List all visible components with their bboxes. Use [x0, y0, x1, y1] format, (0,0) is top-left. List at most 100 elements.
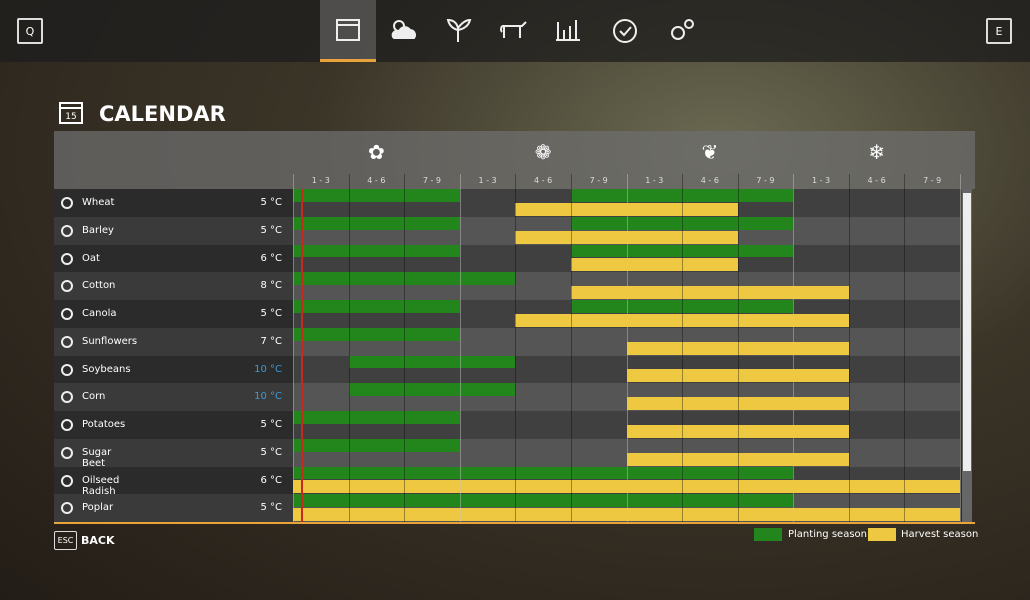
period-label: 4 - 6: [534, 176, 553, 185]
harvest-bar: [626, 341, 849, 355]
planting-bar: [570, 244, 794, 258]
harvest-bar: [570, 286, 849, 299]
planting-bar: [570, 216, 794, 230]
crop-icon: [61, 280, 73, 293]
crop-name: Corn: [82, 391, 106, 403]
planting-bar: [348, 355, 516, 369]
planting-bar: [293, 411, 460, 424]
crop-icon: [61, 419, 73, 431]
crop-row: [54, 466, 293, 495]
crop-temp: 10 °C: [254, 363, 282, 375]
planting-bar: [293, 216, 460, 230]
page-title: CALENDAR: [99, 102, 226, 126]
period-label: 7 - 9: [422, 176, 442, 185]
crop-icon: [61, 446, 73, 459]
planting-bar: [293, 438, 460, 452]
planting-bar: [293, 327, 460, 341]
legend-label: Harvest season: [901, 529, 979, 540]
harvest-bar: [626, 424, 849, 438]
nav-right-key[interactable]: E: [986, 18, 1012, 44]
top-bar: [0, 0, 1030, 62]
planting-bar: [293, 272, 516, 286]
crop-name: Sugar Beet: [82, 446, 112, 469]
period-label: 1 - 3: [311, 176, 330, 185]
legend-swatch: [754, 528, 782, 541]
crop-name: Poplar: [82, 502, 114, 514]
svg-text:15: 15: [65, 112, 76, 122]
season-icon: ❦: [701, 140, 719, 164]
crop-icon: [61, 197, 73, 209]
planting-bar: [570, 300, 794, 313]
column-line: [348, 174, 350, 522]
crop-temp: 6 °C: [260, 252, 282, 264]
crop-icon: [61, 224, 73, 237]
crop-temp: 5 °C: [260, 502, 282, 514]
crop-icon: [61, 391, 73, 404]
column-line: [848, 174, 850, 522]
column-line: [515, 174, 517, 522]
table-underline: [54, 522, 975, 524]
crop-name: Barley: [82, 224, 114, 236]
crop-temp: 6 °C: [260, 474, 282, 486]
period-label: 7 - 9: [756, 176, 775, 185]
column-line: [293, 174, 294, 522]
season-icon: ❄: [868, 140, 885, 164]
season-icon: ❁: [534, 140, 552, 164]
period-label: 1 - 3: [645, 176, 664, 185]
crop-row: [54, 494, 293, 522]
crop-icon: [61, 335, 73, 348]
column-line: [960, 174, 961, 522]
nav-left-key[interactable]: Q: [17, 18, 43, 44]
crop-temp: 5 °C: [260, 446, 282, 458]
column-line: [793, 174, 795, 522]
period-label: 4 - 6: [867, 176, 886, 185]
crop-name: Canola: [82, 308, 117, 319]
crop-name: Soybeans: [82, 363, 131, 375]
back-label[interactable]: BACK: [81, 534, 115, 547]
crop-temp: 5 °C: [260, 197, 282, 208]
crop-icon: [61, 308, 73, 320]
planting-bar: [293, 244, 460, 258]
legend-label: Planting season: [788, 529, 867, 540]
crop-row: [54, 189, 293, 217]
crop-temp: 5 °C: [260, 419, 282, 430]
harvest-bar: [626, 369, 849, 383]
current-date-marker: [301, 189, 303, 522]
selected-tab[interactable]: [320, 0, 376, 62]
legend-swatch: [868, 528, 896, 541]
crop-name: Sunflowers: [82, 335, 138, 347]
planting-bar: [570, 189, 794, 202]
nav-icons: [336, 18, 694, 43]
crop-temp: 8 °C: [260, 280, 282, 292]
crop-temp: 7 °C: [260, 335, 282, 347]
column-line: [737, 174, 739, 522]
column-line: [904, 174, 906, 522]
crop-name: Wheat: [82, 197, 115, 208]
planting-bar: [293, 300, 460, 313]
crop-row: [54, 355, 293, 384]
season-icon: ✿: [367, 140, 385, 164]
crop-icon: [61, 252, 73, 265]
crop-temp: 5 °C: [260, 224, 282, 236]
harvest-bar: [515, 313, 849, 327]
crop-row: [54, 327, 293, 356]
crop-icon: [61, 502, 73, 515]
crop-row: [54, 383, 293, 411]
crop-temp: 10 °C: [254, 391, 282, 403]
harvest-bar: [570, 258, 738, 272]
back-key[interactable]: ESC: [54, 531, 77, 550]
harvest-bar: [626, 452, 849, 466]
harvest-bar: [293, 480, 960, 494]
crop-name: Oat: [82, 252, 100, 264]
column-line: [404, 174, 406, 522]
crop-row: [54, 244, 293, 273]
crop-name: Potatoes: [82, 419, 126, 430]
planting-bar: [293, 189, 460, 202]
harvest-bar: [626, 397, 849, 410]
title-icon: 15: [59, 102, 83, 124]
column-line: [570, 174, 572, 522]
crop-icon: [61, 363, 73, 376]
column-line: [682, 174, 684, 522]
scrollbar-thumb[interactable]: [963, 193, 971, 471]
crop-row: [54, 272, 293, 300]
